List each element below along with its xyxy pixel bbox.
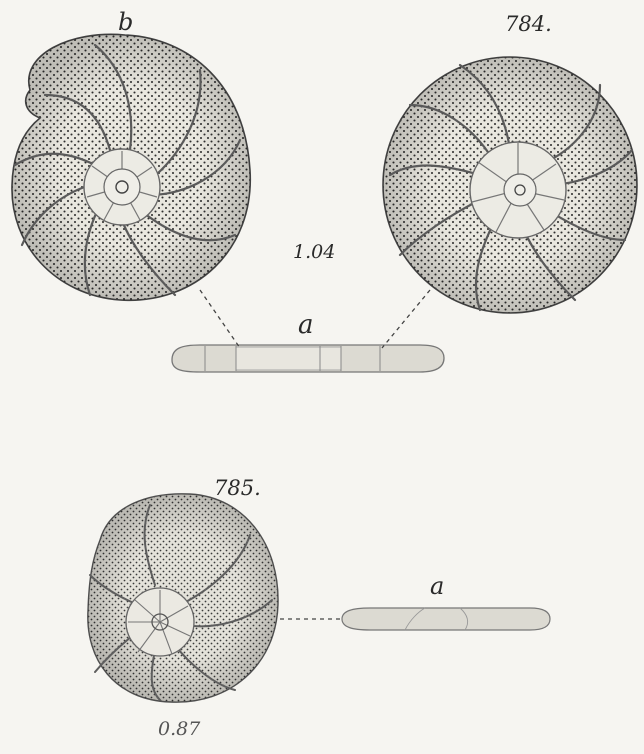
shell-785 [88, 494, 278, 702]
shell-784-a-edge [172, 345, 444, 372]
view-label-a-785: a [430, 574, 444, 598]
size-label-784: 1.04 [293, 243, 335, 262]
size-label-785: 0.87 [158, 720, 200, 739]
shell-785-a-edge [342, 608, 550, 630]
shell-784-ventral [383, 57, 637, 313]
connector-lines-784 [200, 290, 430, 348]
figure-number-784: 784. [505, 14, 552, 35]
figure-number-785: 785. [214, 478, 261, 499]
view-label-b: b [118, 10, 133, 34]
shell-784-b [12, 34, 250, 300]
view-label-a-784: a [298, 312, 314, 338]
